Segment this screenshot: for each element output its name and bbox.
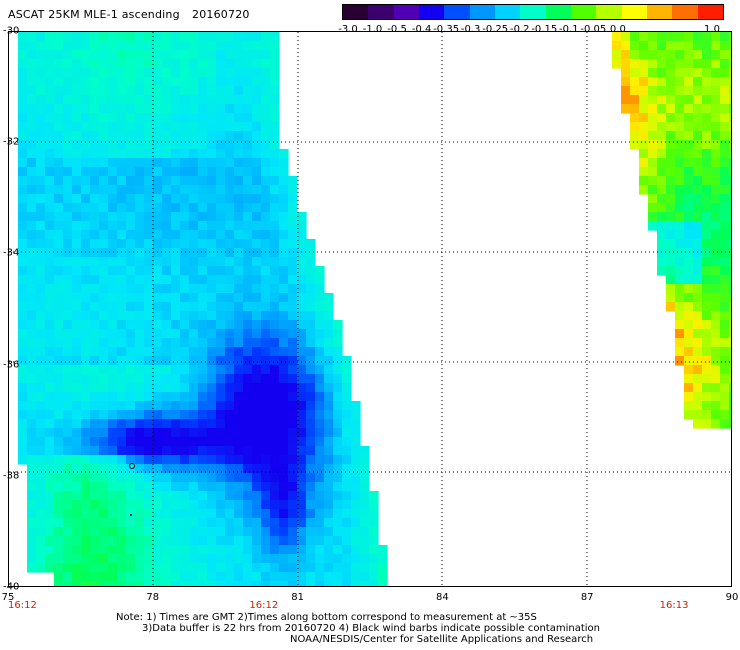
color-scale-swatch (520, 5, 547, 19)
swath-map-canvas (9, 32, 731, 586)
color-scale-label: 1.0 (704, 24, 720, 35)
color-scale-swatch (697, 5, 724, 19)
map-title: ASCAT 25KM MLE-1 ascending (8, 8, 180, 21)
map-date: 20160720 (192, 8, 250, 21)
color-scale-swatch (596, 5, 623, 19)
latitude-label: -32 (3, 136, 20, 148)
color-scale-swatch (368, 5, 395, 19)
time-label: 16:12 (249, 600, 279, 611)
color-scale-bar (342, 4, 724, 20)
longitude-label: 78 (146, 592, 160, 603)
color-scale-label: -0.1 (559, 24, 579, 35)
graticule (9, 32, 731, 586)
latitude-label: -34 (3, 247, 20, 259)
longitude-label: 87 (580, 592, 594, 603)
latitude-label: -40 (3, 581, 20, 593)
color-scale-swatch (571, 5, 597, 19)
note-line-3: NOAA/NESDIS/Center for Satellite Applica… (290, 634, 594, 645)
color-scale-label: -0.5 (387, 24, 407, 35)
note-line-2: 3)Data buffer is 22 hrs from 20160720 4)… (142, 623, 600, 634)
wind-barb-marker (130, 514, 132, 516)
latitude-label: -36 (3, 359, 20, 371)
longitude-label: 90 (725, 592, 739, 603)
color-scale-swatch (419, 5, 445, 19)
color-scale-swatch (444, 5, 471, 19)
longitude-label: 84 (436, 592, 449, 603)
color-scale-label: -0.3 (460, 24, 481, 35)
color-scale-label: -0.2 (509, 24, 530, 35)
latitude-label: -30 (3, 25, 20, 37)
swath-cells (18, 32, 731, 586)
color-scale-label: -0.4 (411, 24, 432, 35)
latitude-label: -38 (3, 470, 20, 482)
color-scale-label: -1.0 (362, 24, 383, 35)
swath-map (8, 31, 732, 587)
color-scale-label: -0.25 (482, 24, 509, 35)
time-label: 16:12 (8, 600, 37, 611)
color-scale-label: -0.35 (433, 24, 460, 35)
note-line-1: Note: 1) Times are GMT 2)Times along bot… (116, 612, 537, 623)
color-scale-label: -0.15 (531, 24, 558, 35)
color-scale-swatch (469, 5, 496, 19)
longitude-label: 81 (291, 592, 304, 603)
color-scale-swatch (393, 5, 420, 19)
time-label: 16:13 (659, 600, 689, 611)
color-scale-labels: -3.0 -1.0 -0.5 -0.4 -0.35 -0.3 -0.25 -0.2 -0.15-… (338, 24, 724, 38)
color-scale-label: -0.05 (580, 24, 607, 35)
wind-barb-marker (129, 463, 135, 469)
color-scale-swatch (621, 5, 648, 19)
color-scale-swatch (672, 5, 699, 19)
color-scale-swatch (495, 5, 521, 19)
color-scale-label: 0.0 (609, 24, 626, 35)
color-scale-swatch (343, 5, 369, 19)
color-scale-swatch (545, 5, 572, 19)
longitude-label: 75 (1, 592, 15, 603)
color-scale-swatch (647, 5, 673, 19)
color-scale-label: -3.0 (338, 24, 358, 35)
